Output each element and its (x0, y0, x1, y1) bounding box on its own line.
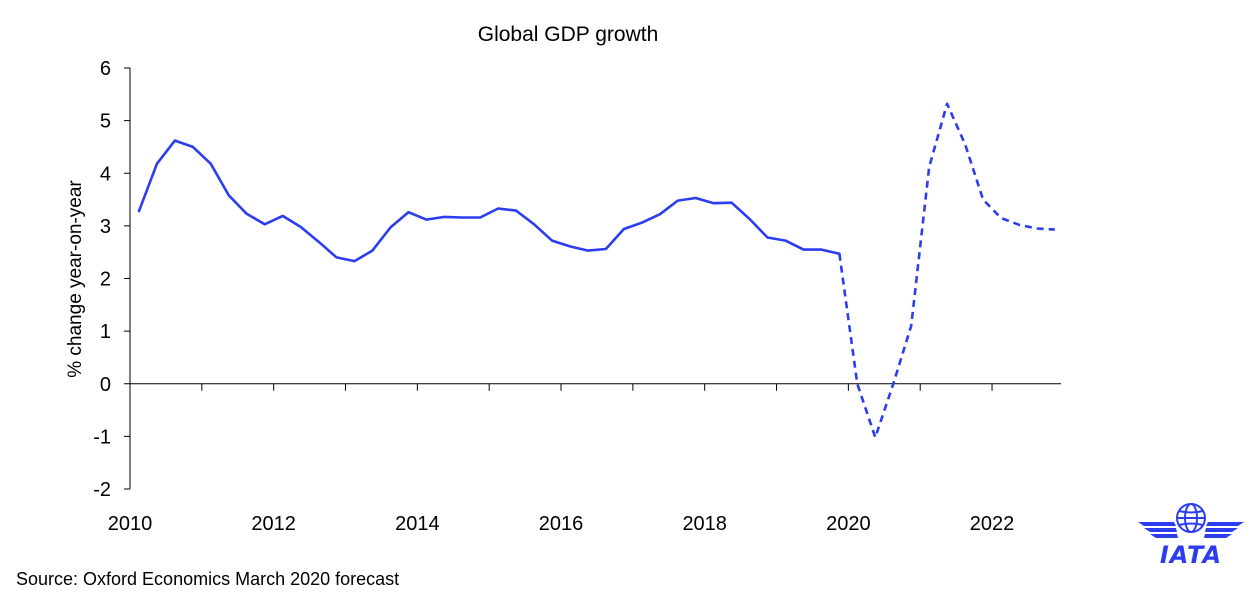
x-tick-label: 2014 (395, 513, 440, 535)
x-tick-label: 2020 (826, 513, 871, 535)
y-axis-title: % change year-on-year (65, 180, 86, 378)
y-tick-label: 0 (100, 374, 111, 396)
forecast-series-line (838, 102, 1055, 439)
y-tick-label: -1 (93, 426, 111, 448)
y-tick-label: 3 (100, 216, 111, 238)
globe-icon (1176, 503, 1206, 533)
y-tick-label: 2 (100, 269, 111, 291)
actual-series-line (137, 139, 841, 263)
wings-icon (1138, 522, 1244, 538)
x-tick-label: 2016 (539, 513, 584, 535)
y-tick-label: -2 (93, 479, 111, 501)
y-tick-label: 4 (100, 163, 111, 185)
iata-logo: IATA (1138, 503, 1244, 568)
source-note: Source: Oxford Economics March 2020 fore… (16, 569, 400, 589)
x-tick-labels: 2010 2012 2014 2016 2018 2020 2022 (108, 513, 1015, 535)
chart-title: Global GDP growth (478, 23, 659, 46)
iata-logo-text: IATA (1160, 541, 1222, 568)
y-tick-label: 6 (100, 58, 111, 80)
x-tick-label: 2012 (251, 513, 296, 535)
y-tick-labels: -2 -1 0 1 2 3 4 5 6 (93, 58, 111, 501)
axes (124, 67, 1061, 490)
y-tick-label: 5 (100, 111, 111, 133)
x-tick-label: 2018 (682, 513, 727, 535)
y-tick-label: 1 (100, 321, 111, 343)
x-tick-label: 2022 (970, 513, 1015, 535)
series-lines (137, 102, 1055, 439)
x-tick-label: 2010 (108, 513, 153, 535)
